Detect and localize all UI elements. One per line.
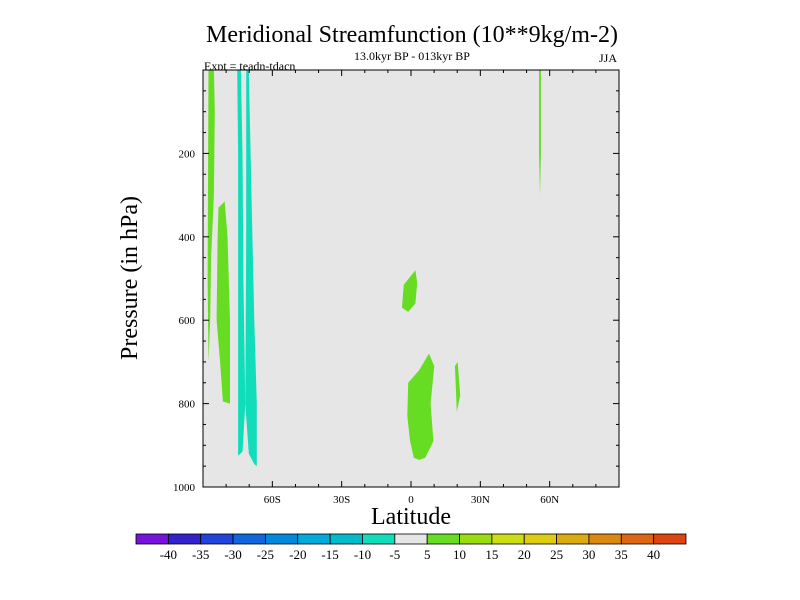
chart-title: Meridional Streamfunction (10**9kg/m-2) [206, 22, 618, 48]
y-axis-label: Pressure (in hPa) [117, 196, 143, 360]
colorbar-label: 40 [647, 547, 660, 562]
colorbar-swatch [265, 533, 299, 545]
colorbar-swatch [135, 533, 169, 545]
chart-subtitle: 13.0kyr BP - 013kyr BP [354, 49, 470, 63]
y-tick-label: 1000 [173, 482, 196, 494]
green-band-south [216, 201, 230, 404]
colorbar-swatch [232, 533, 266, 545]
green-blob-mid [402, 270, 418, 312]
x-tick-label: 30S [333, 494, 350, 506]
colorbar-swatch [200, 533, 234, 545]
x-tick-label: 60N [540, 494, 559, 506]
colorbar-label: 10 [453, 547, 466, 562]
cyan-band-south [237, 70, 246, 456]
colorbar-swatch [329, 533, 363, 545]
colorbar-swatch [297, 533, 331, 545]
x-axis-ticks: 60S 30S 0 30N 60N [202, 70, 620, 506]
colorbar-label: 30 [582, 547, 595, 562]
cyan-band-south-2 [245, 70, 257, 467]
colorbar-swatch [556, 533, 590, 545]
colorbar-label: -20 [289, 547, 306, 562]
colorbar-label: -25 [257, 547, 274, 562]
colorbar-swatch [167, 533, 202, 545]
colorbar-label: 25 [550, 547, 563, 562]
colorbar-label: 5 [424, 547, 431, 562]
colorbar-label: 15 [485, 547, 498, 562]
colorbar-label: -10 [354, 547, 371, 562]
colorbar-swatch [620, 533, 655, 545]
colorbar: -40 -35 -30 -25 -20 -15 -10 -5 5 10 15 20 25 30 35 40 [135, 533, 687, 562]
colorbar-swatch [653, 533, 687, 545]
y-tick-label: 600 [179, 315, 196, 327]
y-tick-label: 400 [179, 232, 196, 244]
x-axis-label: Latitude [371, 504, 451, 530]
colorbar-label: -35 [192, 547, 209, 562]
season-label: JJA [599, 51, 617, 65]
colorbar-label: 35 [615, 547, 628, 562]
x-tick-label: 30N [471, 494, 490, 506]
y-axis-ticks: 200 400 600 800 1000 [173, 90, 619, 494]
colorbar-swatch [362, 533, 396, 545]
green-blob-lower [407, 353, 435, 460]
colorbar-swatch [588, 533, 622, 545]
y-tick-label: 800 [179, 399, 196, 411]
colorbar-label: -30 [224, 547, 241, 562]
x-tick-label: 60S [264, 494, 281, 506]
colorbar-label: 20 [518, 547, 531, 562]
y-tick-label: 200 [179, 148, 196, 160]
green-line-north [539, 70, 541, 196]
colorbar-label: -15 [321, 547, 338, 562]
x-tick-label: 0 [408, 494, 414, 506]
green-band-far-south [207, 70, 215, 362]
colorbar-swatch [523, 533, 557, 545]
green-blob-small [454, 361, 461, 412]
contour-regions [207, 70, 541, 467]
colorbar-label: -5 [389, 547, 400, 562]
colorbar-swatch [459, 533, 493, 545]
colorbar-swatch [491, 533, 525, 545]
colorbar-label: -40 [160, 547, 177, 562]
colorbar-swatch [426, 533, 460, 545]
colorbar-swatch [394, 533, 428, 545]
